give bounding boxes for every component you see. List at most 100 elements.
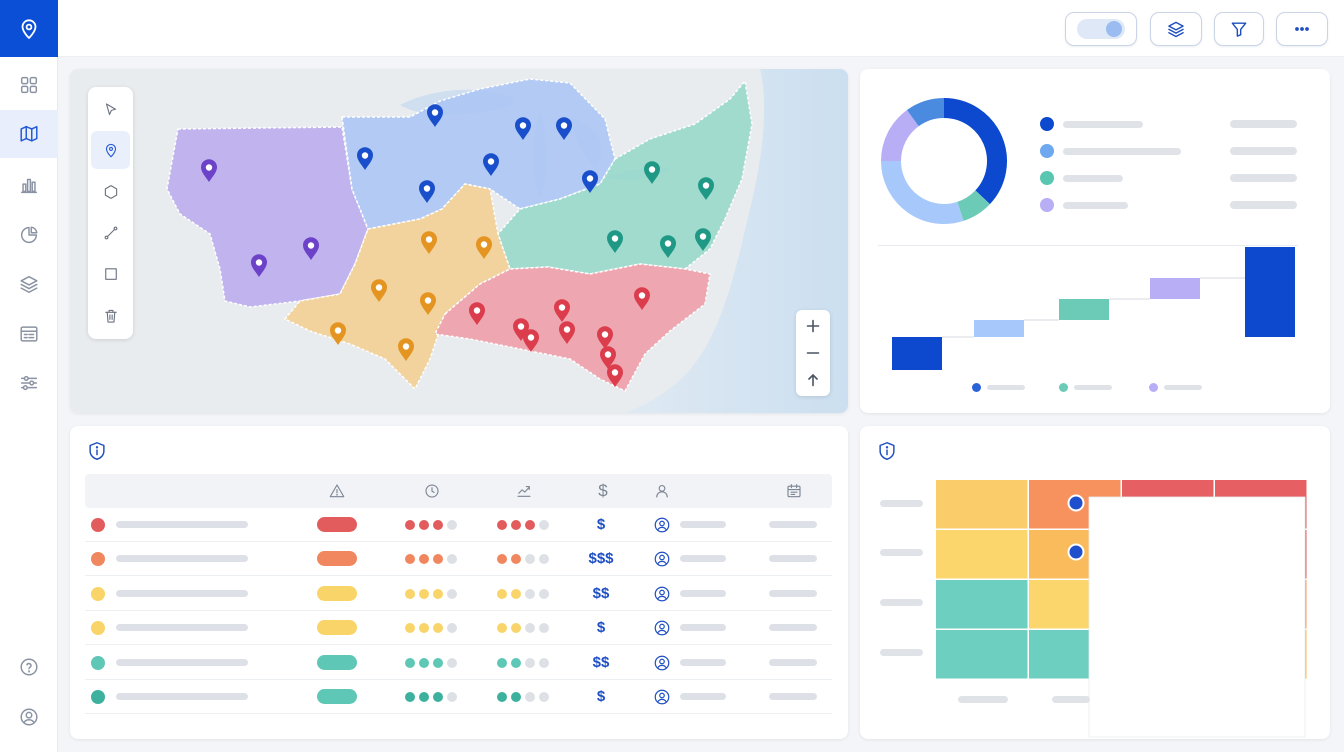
more-button[interactable] <box>1276 12 1328 46</box>
dot <box>419 657 429 668</box>
polygon-tool[interactable] <box>91 173 130 211</box>
likelihood-dots <box>405 692 457 702</box>
col-trend[interactable] <box>515 482 533 500</box>
zoom-in-button[interactable] <box>796 312 830 340</box>
risk-marker[interactable] <box>1067 494 1085 512</box>
zoom-out-button[interactable] <box>796 339 830 367</box>
trend-dots <box>497 588 549 599</box>
delete-tool[interactable] <box>91 297 130 335</box>
table-row[interactable]: $$ <box>85 646 832 680</box>
owner-icon[interactable] <box>653 619 671 637</box>
nav-help[interactable] <box>0 643 58 691</box>
table-row[interactable]: $$$ <box>85 542 832 577</box>
waterfall-bar[interactable] <box>974 320 1024 337</box>
table-row[interactable]: $ <box>85 611 832 646</box>
legend-value-placeholder <box>1230 147 1297 155</box>
table-row[interactable]: $ <box>85 680 832 714</box>
brand-logo[interactable] <box>0 0 58 57</box>
pie-chart-icon <box>20 226 38 244</box>
donut-slice[interactable] <box>943 98 1007 205</box>
legend-value-placeholder <box>1230 174 1297 182</box>
matrix-cell[interactable] <box>936 580 1028 629</box>
view-toggle[interactable] <box>1065 12 1137 46</box>
help-icon <box>20 658 38 676</box>
dot <box>525 692 535 702</box>
legend-label-placeholder <box>1164 385 1202 390</box>
zoom-in-icon <box>806 319 820 333</box>
col-cost[interactable]: $ <box>598 481 608 500</box>
top-bar <box>58 0 1344 57</box>
severity-pill <box>317 551 357 567</box>
polygon-icon <box>104 185 117 199</box>
donut-chart[interactable] <box>874 91 1014 231</box>
date-placeholder <box>769 658 817 666</box>
filter-button[interactable] <box>1214 12 1264 46</box>
row-label-placeholder <box>880 649 923 656</box>
donut-slice[interactable] <box>881 110 920 162</box>
risk-matrix[interactable] <box>860 426 1330 739</box>
owner-name-placeholder <box>680 693 726 700</box>
waterfall-bar[interactable] <box>1150 278 1200 299</box>
legend-dot <box>1059 383 1068 392</box>
reset-north-button[interactable] <box>796 366 830 394</box>
nav-reports[interactable] <box>0 211 58 259</box>
dot <box>525 520 535 530</box>
nav-analytics[interactable] <box>0 161 58 209</box>
row-label-placeholder <box>116 624 248 632</box>
owner-icon[interactable] <box>653 585 671 603</box>
waterfall-bar[interactable] <box>892 337 942 370</box>
dot <box>525 588 535 599</box>
donut-slice[interactable] <box>881 160 964 224</box>
dot <box>539 657 549 668</box>
date-placeholder <box>769 555 817 563</box>
matrix-cell[interactable] <box>936 530 1028 579</box>
severity-pill <box>317 689 357 704</box>
nav-layers[interactable] <box>0 260 58 308</box>
map-canvas[interactable] <box>70 69 848 413</box>
dot <box>419 588 429 599</box>
layers-button[interactable] <box>1150 12 1202 46</box>
waterfall-bar[interactable] <box>1245 247 1295 337</box>
nav-profile[interactable] <box>0 693 58 741</box>
owner-icon[interactable] <box>653 516 671 534</box>
cost-value: $$ <box>592 584 610 602</box>
status-dot <box>91 518 105 532</box>
risk-marker[interactable] <box>1067 543 1085 561</box>
region-west <box>166 126 369 308</box>
col-likelihood[interactable] <box>423 482 441 500</box>
table-row[interactable]: $ <box>85 508 832 542</box>
owner-icon[interactable] <box>653 550 671 568</box>
col-date[interactable] <box>785 482 803 500</box>
matrix-cell[interactable] <box>936 480 1028 529</box>
cost-value: $ <box>596 516 606 533</box>
pin-tool[interactable] <box>91 131 130 169</box>
dot <box>511 692 521 702</box>
matrix-cell[interactable] <box>936 630 1028 679</box>
date-placeholder <box>769 521 817 528</box>
rectangle-tool[interactable] <box>91 255 130 293</box>
waterfall-chart[interactable] <box>860 247 1330 407</box>
nav-table[interactable] <box>0 310 58 358</box>
dot <box>525 623 535 634</box>
col-owner[interactable] <box>653 482 671 500</box>
grid-icon <box>20 76 38 94</box>
donut-slice[interactable] <box>906 98 945 127</box>
legend-dot <box>1040 144 1054 158</box>
table-row[interactable]: $$ <box>85 577 832 611</box>
owner-icon[interactable] <box>653 688 671 706</box>
col-severity[interactable] <box>328 482 346 500</box>
risk-matrix-panel <box>860 426 1330 739</box>
nav-dashboard[interactable] <box>0 61 58 109</box>
waterfall-bar[interactable] <box>1059 299 1109 320</box>
shield-info-icon <box>879 442 895 460</box>
select-tool[interactable] <box>91 91 130 129</box>
dot <box>405 623 415 634</box>
trend-icon <box>517 485 531 497</box>
nav-settings[interactable] <box>0 359 58 407</box>
line-tool[interactable] <box>91 214 130 252</box>
status-dot <box>91 586 105 601</box>
owner-icon[interactable] <box>653 654 671 672</box>
donut-slice[interactable] <box>956 190 990 221</box>
nav-map[interactable] <box>0 110 58 158</box>
dot <box>419 554 429 565</box>
